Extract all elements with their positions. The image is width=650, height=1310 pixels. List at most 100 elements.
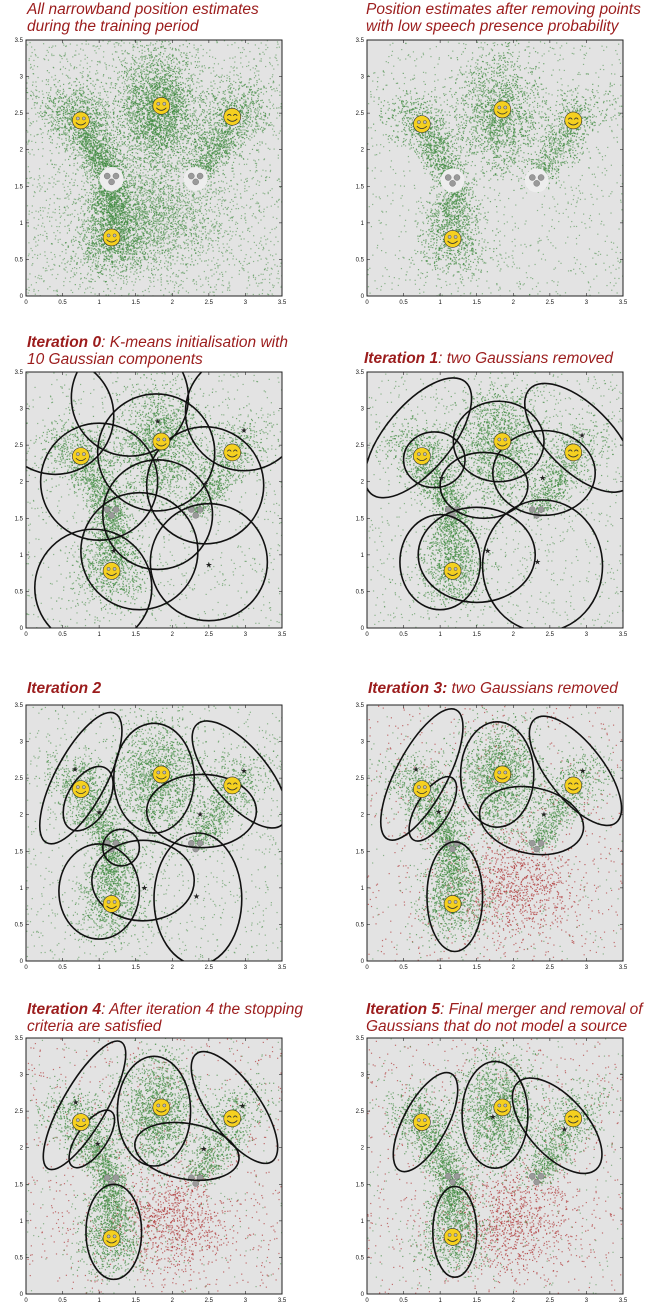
position-estimates: [26, 705, 282, 961]
gaussian-ellipse: [399, 513, 482, 611]
y-tick-label: 0: [20, 294, 24, 300]
title-line2: 10 Gaussian components: [27, 351, 288, 368]
y-tick-label: 1: [361, 1219, 365, 1225]
speaker-smiley-icon: [564, 111, 583, 130]
axes-frame: [366, 704, 624, 962]
gaussian-mean-star-icon: ★: [240, 766, 247, 775]
speaker-smiley-icon: [493, 765, 512, 784]
gaussian-ellipse: [439, 451, 529, 520]
y-tick-label: 2.5: [15, 776, 24, 782]
y-tick-label: 3.5: [15, 1036, 24, 1042]
plot-background: [367, 40, 623, 296]
removed-points: [26, 1038, 282, 1294]
x-tick-label: 3: [244, 632, 248, 638]
gaussian-mean-star-icon: ★: [154, 455, 161, 464]
y-tick-label: 2.5: [356, 1109, 365, 1115]
y-tick-label: 3: [361, 740, 365, 746]
title-text: : Final merger and removal of: [440, 1001, 642, 1018]
y-tick-label: 0.5: [356, 257, 365, 263]
y-tick-label: 3.5: [356, 38, 365, 44]
gaussian-ellipse: [62, 765, 114, 832]
gaussian-ellipse: [39, 422, 159, 542]
y-tick-label: 3: [20, 407, 24, 413]
gaussian-mean-star-icon: ★: [534, 558, 541, 567]
x-tick-label: 3: [585, 632, 589, 638]
gaussian-mean-star-icon: ★: [202, 479, 209, 488]
y-tick-label: 1: [20, 1219, 24, 1225]
title-bold: Iteration 1: [364, 350, 438, 367]
x-tick-label: 0.5: [58, 632, 67, 638]
x-tick-label: 1: [97, 1298, 101, 1304]
microphone-array-icon: [444, 174, 461, 187]
panel-title: All narrowband position estimates during …: [27, 1, 259, 35]
y-tick-label: 3.5: [356, 703, 365, 709]
x-tick-label: 0.5: [58, 965, 67, 971]
scatter-plot: ★ ★ ★ ★ ★ ★ 00 0.5 0.5 1 1 1.5 1.5 2 2 2.5 2.5 3 3 3.5 3.5: [15, 703, 287, 971]
axes-frame: [25, 371, 283, 629]
gaussian-ellipse: [511, 1077, 603, 1175]
speaker-smiley-icon: [564, 1109, 583, 1128]
speaker-smiley-icon: [102, 1229, 121, 1248]
gaussian-mean-star-icon: ★: [72, 1098, 79, 1107]
y-tick-label: 1: [361, 553, 365, 559]
y-tick-label: 2: [361, 1146, 365, 1152]
gaussian-mean-star-icon: ★: [154, 417, 161, 426]
x-tick-label: 1.5: [132, 1298, 141, 1304]
x-tick-label: 3.5: [278, 632, 287, 638]
gaussian-mean-star-icon: ★: [196, 810, 203, 819]
y-tick-label: 3.5: [15, 370, 24, 376]
gaussian-ellipse: [38, 711, 123, 845]
speaker-smiley-icon: [102, 562, 121, 580]
speaker-smiley-icon: [72, 447, 90, 465]
x-tick-label: 0: [24, 1298, 28, 1304]
plot-background: [367, 372, 623, 628]
gaussian-mean-star-icon: ★: [239, 1102, 246, 1111]
axes-frame: [366, 371, 624, 629]
x-tick-label: 3: [244, 300, 248, 306]
y-tick-label: 0: [20, 959, 24, 965]
gaussian-mean-star-icon: ★: [193, 892, 200, 901]
position-estimates: [26, 40, 282, 296]
y-tick-label: 3: [20, 75, 24, 81]
x-tick-label: 3.5: [278, 965, 287, 971]
speaker-smiley-icon: [443, 230, 462, 248]
y-tick-label: 0.5: [15, 1255, 24, 1261]
gaussian-mean-star-icon: ★: [94, 1140, 101, 1149]
gaussian-mean-star-icon: ★: [110, 547, 117, 556]
x-tick-label: 1: [438, 300, 442, 306]
gaussian-ellipse: [112, 722, 196, 834]
scatter-plot: ★ ★ ★ ★ ★ 00 0.5 0.5 1 1 1.5 1.5 2 2 2.5 2.5 3 3 3.5 3.5: [356, 370, 628, 638]
y-tick-label: 3: [20, 740, 24, 746]
gaussian-mean-star-icon: ★: [96, 808, 103, 817]
scatter-plot: 00 0.5 0.5 1 1 1.5 1.5 2 2 2.5 2.5 3 3 3.5 3.5: [15, 38, 287, 306]
gaussian-mean-star-icon: ★: [205, 561, 212, 570]
speaker-smiley-icon: [223, 108, 242, 126]
y-tick-label: 3.5: [15, 703, 24, 709]
x-tick-label: 2.5: [205, 965, 214, 971]
gaussian-mean-star-icon: ★: [71, 765, 78, 774]
x-tick-label: 1: [97, 965, 101, 971]
gaussian-ellipse: [149, 502, 269, 622]
x-tick-label: 0: [24, 300, 28, 306]
x-tick-label: 0: [365, 1298, 369, 1304]
panel-title: Iteration 2: [27, 680, 101, 697]
x-tick-label: 0.5: [399, 632, 408, 638]
speaker-smiley-icon: [443, 1228, 462, 1246]
title-line2: Gaussians that do not model a source: [366, 1018, 643, 1035]
x-tick-label: 3.5: [619, 300, 628, 306]
x-tick-label: 1.5: [132, 300, 141, 306]
gaussian-mean-star-icon: ★: [240, 426, 247, 435]
gaussian-ellipse: [102, 828, 141, 867]
axes-frame: [366, 39, 624, 297]
speaker-smiley-icon: [493, 1098, 512, 1117]
x-tick-label: 2: [512, 632, 516, 638]
gaussian-ellipse: [367, 377, 473, 499]
scatter-plot: ★ ★ ★ ★ 00 0.5 0.5 1 1 1.5 1.5 2 2 2.5 2.5 3 3 3.5 3.5: [15, 1036, 287, 1304]
title-bold: Iteration 3:: [368, 680, 447, 697]
x-tick-label: 3: [585, 1298, 589, 1304]
y-tick-label: 2: [20, 813, 24, 819]
gaussian-ellipse: [392, 1071, 459, 1173]
title-bold: Iteration 4: [27, 1001, 101, 1018]
y-tick-label: 2.5: [15, 1109, 24, 1115]
gaussian-ellipse: [85, 1183, 143, 1281]
